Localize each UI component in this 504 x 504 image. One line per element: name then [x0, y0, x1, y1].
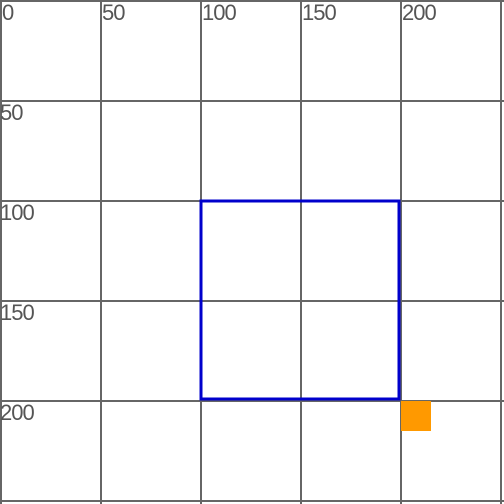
- y-tick-label: 200: [0, 400, 34, 425]
- y-tick-label: 50: [0, 100, 23, 125]
- x-tick-label: 100: [202, 0, 236, 25]
- x-tick-label: 200: [402, 0, 436, 25]
- blue-square-outline: [199, 199, 401, 401]
- y-tick-label: 150: [0, 300, 34, 325]
- x-tick-label: 50: [102, 0, 125, 25]
- shapes-layer: [199, 199, 431, 431]
- y-tick-label: 250: [0, 500, 34, 504]
- tick-labels: 0 50 100 150 200 50 100 150 200 250: [0, 0, 437, 504]
- y-tick-label: 100: [0, 200, 34, 225]
- orange-marker: [401, 401, 431, 431]
- x-tick-label: 150: [302, 0, 336, 25]
- x-tick-label: 0: [2, 0, 14, 25]
